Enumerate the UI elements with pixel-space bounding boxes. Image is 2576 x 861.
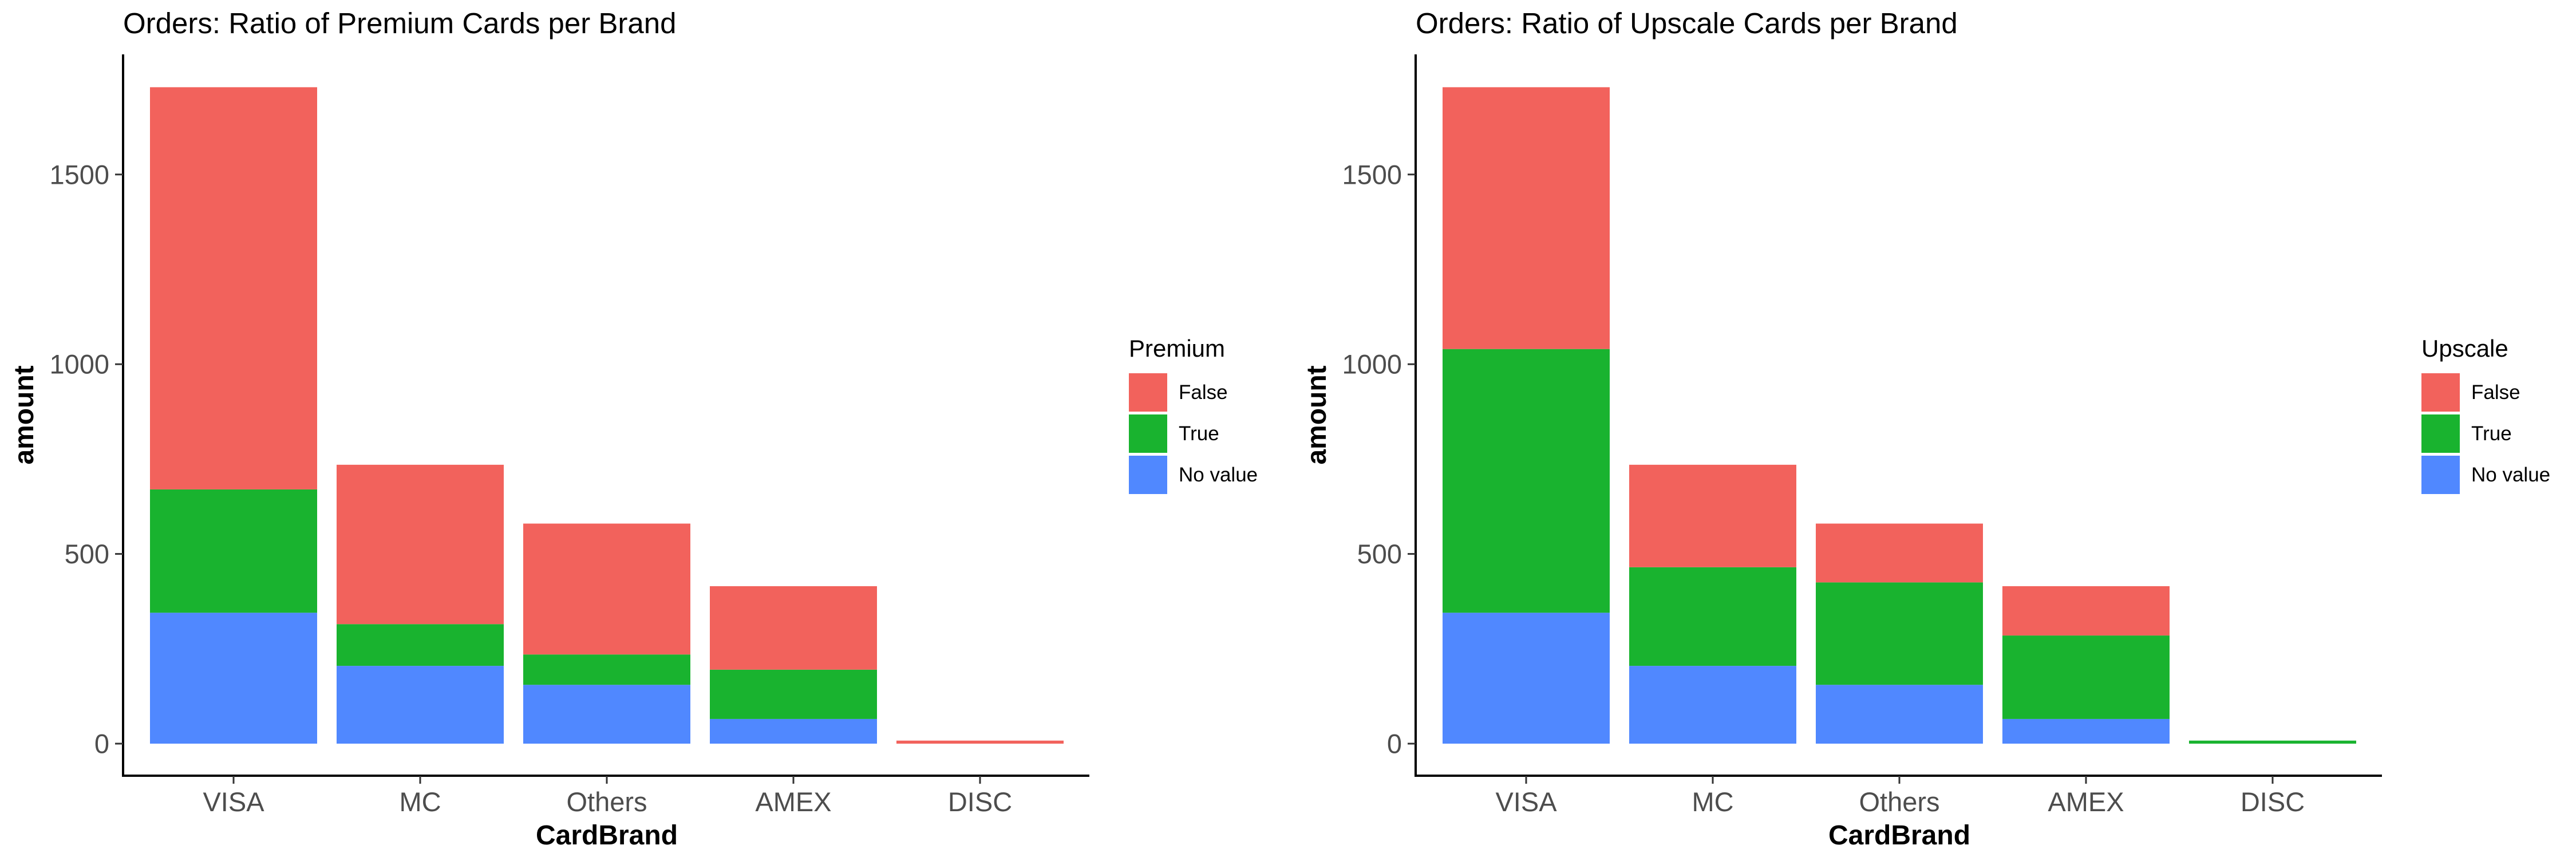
bar-mc-true [337, 624, 504, 666]
bar-mc-no-value [337, 666, 504, 744]
legend-key-false [2421, 373, 2460, 412]
x-tick-label: AMEX [755, 787, 831, 817]
legend-key-no-value [1129, 456, 1167, 494]
legend-label: No value [2471, 464, 2550, 486]
bar-amex-true [2002, 635, 2170, 719]
bars-group [150, 87, 1064, 744]
bar-amex-no-value [2002, 718, 2170, 744]
x-tick-label: VISA [1495, 787, 1557, 817]
bar-others-true [1816, 582, 1983, 685]
bar-visa-false [150, 87, 317, 489]
legend-key-true [2421, 414, 2460, 453]
legend-label: False [1179, 381, 1228, 404]
y-tick-label: 1500 [1342, 159, 1402, 189]
legend-label: False [2471, 381, 2520, 404]
x-axis-title: CardBrand [1828, 820, 1970, 851]
bar-visa-true [150, 489, 317, 613]
bar-visa-false [1443, 87, 1610, 349]
y-tick-label: 1000 [49, 349, 109, 380]
x-axis-title: CardBrand [536, 820, 678, 851]
bar-amex-no-value [710, 718, 877, 744]
bar-amex-true [710, 669, 877, 719]
y-axis-title: amount [9, 365, 39, 464]
y-tick-label: 500 [1357, 539, 1402, 569]
bar-visa-no-value [150, 613, 317, 744]
bar-others-false [523, 523, 690, 655]
legend-label: No value [1179, 464, 1258, 486]
legend-title: Upscale [2421, 335, 2508, 362]
bar-mc-true [1629, 567, 1796, 666]
x-tick-label: VISA [203, 787, 264, 817]
legend: Upscale False True No value [2421, 335, 2550, 494]
bar-visa-no-value [1443, 613, 1610, 744]
chart-title: Orders: Ratio of Upscale Cards per Brand [1416, 7, 1958, 40]
bar-amex-false [710, 586, 877, 670]
x-tick-label: MC [1692, 787, 1733, 817]
legend-key-false [1129, 373, 1167, 412]
bar-disc-false [896, 740, 1064, 744]
x-tick-label: AMEX [2048, 787, 2124, 817]
bar-others-false [1816, 523, 1983, 583]
bar-others-true [523, 654, 690, 685]
legend-key-true [1129, 414, 1167, 453]
chart-title: Orders: Ratio of Premium Cards per Brand [123, 7, 677, 40]
bar-visa-true [1443, 349, 1610, 613]
x-tick-label: DISC [2241, 787, 2305, 817]
bars-group [1443, 87, 2356, 744]
legend: Premium False True No value [1129, 335, 1258, 494]
x-tick-label: MC [399, 787, 441, 817]
bar-others-no-value [523, 685, 690, 744]
x-tick-label: DISC [948, 787, 1012, 817]
y-tick-label: 1000 [1342, 349, 1402, 380]
legend-label: True [2471, 422, 2512, 445]
legend-label: True [1179, 422, 1219, 445]
x-tick-label: Others [1859, 787, 1939, 817]
bar-mc-false [337, 464, 504, 625]
bar-mc-no-value [1629, 666, 1796, 744]
legend-key-no-value [2421, 456, 2460, 494]
bar-disc-true [2189, 740, 2356, 744]
y-tick-label: 0 [94, 729, 109, 759]
legend-title: Premium [1129, 335, 1225, 362]
bar-mc-false [1629, 464, 1796, 567]
chart-panel-1: Orders: Ratio of Premium Cards per Brand… [9, 7, 1258, 851]
chart-panel-2: Orders: Ratio of Upscale Cards per Brand… [1302, 7, 2550, 851]
bar-amex-false [2002, 586, 2170, 636]
y-tick-label: 0 [1387, 729, 1402, 759]
x-tick-label: Others [566, 787, 647, 817]
bar-others-no-value [1816, 685, 1983, 744]
y-tick-label: 500 [65, 539, 109, 569]
y-tick-label: 1500 [49, 159, 109, 189]
y-axis-title: amount [1302, 365, 1332, 464]
